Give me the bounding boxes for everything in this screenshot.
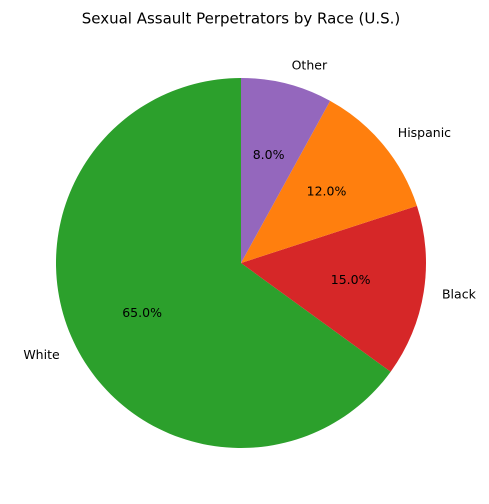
pie-slice (241, 205, 426, 372)
value-label: 12.0% (307, 184, 347, 199)
slice-label: Black (442, 286, 477, 301)
chart-title: Sexual Assault Perpetrators by Race (U.S… (82, 10, 401, 28)
pie-slice (241, 78, 331, 263)
slice-label: Other (292, 57, 328, 72)
pie-slice (56, 78, 391, 449)
slice-label: White (23, 347, 60, 362)
slice-label: Hispanic (398, 125, 451, 140)
value-label: 65.0% (122, 305, 162, 320)
pie-slice (241, 100, 417, 263)
value-label: 15.0% (331, 272, 371, 287)
value-label: 8.0% (253, 147, 285, 162)
